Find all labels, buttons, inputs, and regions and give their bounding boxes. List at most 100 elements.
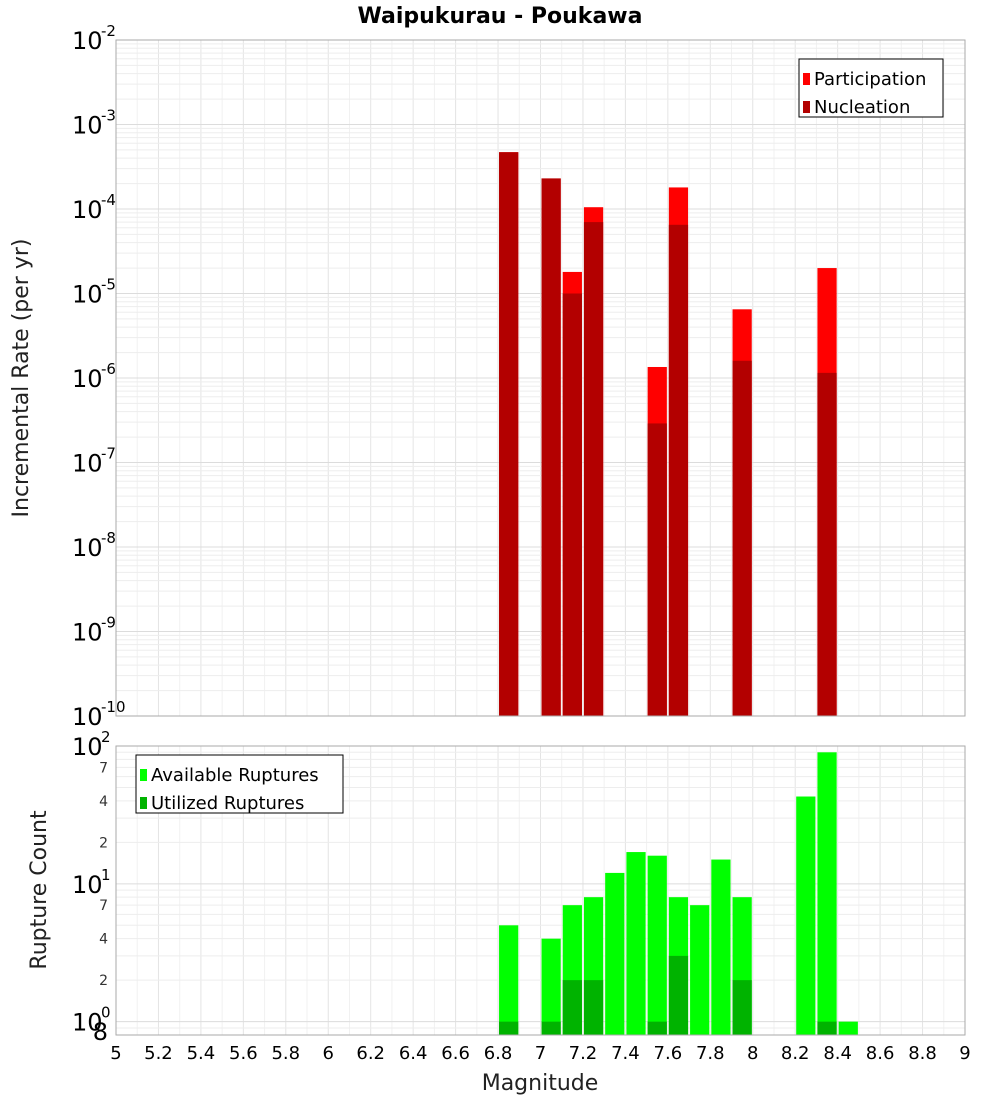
utilized-ruptures-bar (499, 1021, 519, 1035)
x-tick-label: 6 (323, 1043, 334, 1064)
x-tick-label: 7.2 (569, 1043, 598, 1064)
bottom-y-minor-tick-label: 4 (99, 794, 108, 810)
top-plot-bars (499, 152, 837, 717)
bottom-y-tick-exponent: 2 (101, 728, 111, 746)
utilized-ruptures-bar (732, 980, 752, 1035)
top-plot-frame (115, 39, 966, 717)
x-tick-label: 9 (959, 1043, 970, 1064)
available-ruptures-bar (647, 855, 667, 1035)
utilized-ruptures-bar (668, 955, 689, 1035)
top-legend: Participation Nucleation (798, 58, 944, 118)
available-ruptures-bar (711, 859, 731, 1035)
nucleation-swatch (803, 101, 810, 113)
top-y-tick-label: 10 (72, 365, 103, 393)
available-ruptures-legend-label: Available Ruptures (151, 765, 319, 786)
bottom-y-tick-label: 10 (72, 871, 103, 899)
x-tick-label: 8.6 (866, 1043, 895, 1064)
top-y-tick-exponent: -2 (101, 22, 116, 40)
bottom-y-minor-tick-label: 7 (99, 898, 108, 914)
x-tick-label: 6.8 (484, 1043, 513, 1064)
nucleation-bar (817, 372, 837, 716)
top-y-tick-exponent: -3 (101, 107, 116, 125)
available-ruptures-bar (817, 752, 837, 1035)
nucleation-bar (562, 293, 582, 716)
utilized-ruptures-bar (817, 1021, 837, 1035)
available-ruptures-bar (690, 905, 710, 1035)
chart-title: Waipukurau - Poukawa (358, 4, 643, 29)
bottom-y-minor-tick-label: 2 (99, 973, 108, 989)
x-tick-label: 8.2 (781, 1043, 810, 1064)
x-tick-label: 7 (535, 1043, 546, 1064)
top-y-tick-exponent: -9 (101, 614, 116, 632)
available-ruptures-bar (499, 925, 519, 1035)
available-ruptures-bar (796, 796, 816, 1035)
top-y-axis-label: Incremental Rate (per yr) (9, 239, 34, 518)
x-tick-label: 6.2 (356, 1043, 385, 1064)
top-y-tick-label: 10 (72, 534, 103, 562)
top-y-tick-label: 10 (72, 196, 103, 224)
x-tick-label: 7.4 (611, 1043, 640, 1064)
nucleation-bar (541, 178, 561, 717)
bottom-y-minor-tick-label: 8 (93, 1018, 108, 1046)
utilized-ruptures-bar (562, 980, 582, 1035)
nucleation-bar (668, 224, 689, 716)
top-y-tick-label: 10 (72, 112, 103, 140)
x-tick-label: 5.4 (187, 1043, 216, 1064)
top-y-tick-label: 10 (72, 703, 103, 731)
bottom-y-tick-exponent: 0 (101, 1004, 111, 1022)
top-y-tick-exponent: -5 (101, 276, 116, 294)
legend-box (798, 58, 944, 118)
nucleation-bar (583, 222, 604, 716)
top-y-tick-exponent: -4 (101, 191, 116, 209)
top-y-tick-exponent: -8 (101, 529, 116, 547)
x-tick-label: 6.6 (441, 1043, 470, 1064)
top-plot-grid (115, 40, 966, 717)
participation-swatch (803, 73, 810, 85)
x-tick-labels: 5 5.2 5.4 5.6 5.8 6 6.2 6.4 6.6 6.8 7 7.2 7.4 7.6 7.8 8… (110, 1043, 970, 1064)
nucleation-bar (647, 423, 667, 716)
top-y-tick-label: 10 (72, 281, 103, 309)
x-tick-label: 5.6 (229, 1043, 258, 1064)
legend-box (135, 754, 344, 814)
top-y-tick-exponent: -7 (101, 445, 116, 463)
bottom-y-axis-label: Rupture Count (27, 810, 52, 970)
bottom-y-minor-tick-label: 4 (99, 932, 108, 948)
utilized-ruptures-swatch (140, 797, 147, 809)
x-tick-label: 8.8 (908, 1043, 937, 1064)
x-tick-label: 5 (110, 1043, 121, 1064)
x-axis-label: Magnitude (482, 1071, 599, 1096)
utilized-ruptures-bar (583, 980, 604, 1035)
x-tick-label: 5.8 (271, 1043, 300, 1064)
top-y-tick-label: 10 (72, 619, 103, 647)
bottom-y-minor-tick-label: 2 (99, 835, 108, 851)
available-ruptures-bar (626, 852, 646, 1035)
bottom-plot-frame (115, 745, 966, 1036)
nucleation-legend-label: Nucleation (814, 97, 910, 118)
x-tick-label: 7.6 (654, 1043, 683, 1064)
top-y-tick-exponent: -10 (101, 698, 126, 716)
nucleation-bar (732, 360, 752, 716)
x-tick-label: 8.4 (823, 1043, 852, 1064)
nucleation-bar (499, 152, 519, 716)
x-tick-label: 8 (747, 1043, 758, 1064)
x-tick-label: 7.8 (696, 1043, 725, 1064)
participation-legend-label: Participation (814, 69, 926, 90)
bottom-y-minor-tick-label: 7 (99, 760, 108, 776)
x-tick-label: 5.2 (144, 1043, 173, 1064)
utilized-ruptures-legend-label: Utilized Ruptures (151, 793, 304, 814)
top-y-tick-exponent: -6 (101, 360, 116, 378)
bottom-y-tick-label: 10 (72, 733, 103, 761)
top-y-tick-label: 10 (72, 450, 103, 478)
x-tick-label: 6.4 (399, 1043, 428, 1064)
top-y-tick-labels: 10-210-310-410-510-610-710-810-910-10 (72, 22, 126, 731)
available-ruptures-bar (541, 938, 561, 1035)
bottom-y-tick-label: 10 (72, 1009, 103, 1037)
bottom-y-tick-exponent: 1 (101, 866, 111, 884)
available-ruptures-swatch (140, 769, 147, 781)
utilized-ruptures-bar (541, 1021, 561, 1035)
utilized-ruptures-bar (647, 1021, 667, 1035)
available-ruptures-bar (605, 872, 625, 1035)
bottom-legend: Available Ruptures Utilized Ruptures (135, 754, 344, 814)
